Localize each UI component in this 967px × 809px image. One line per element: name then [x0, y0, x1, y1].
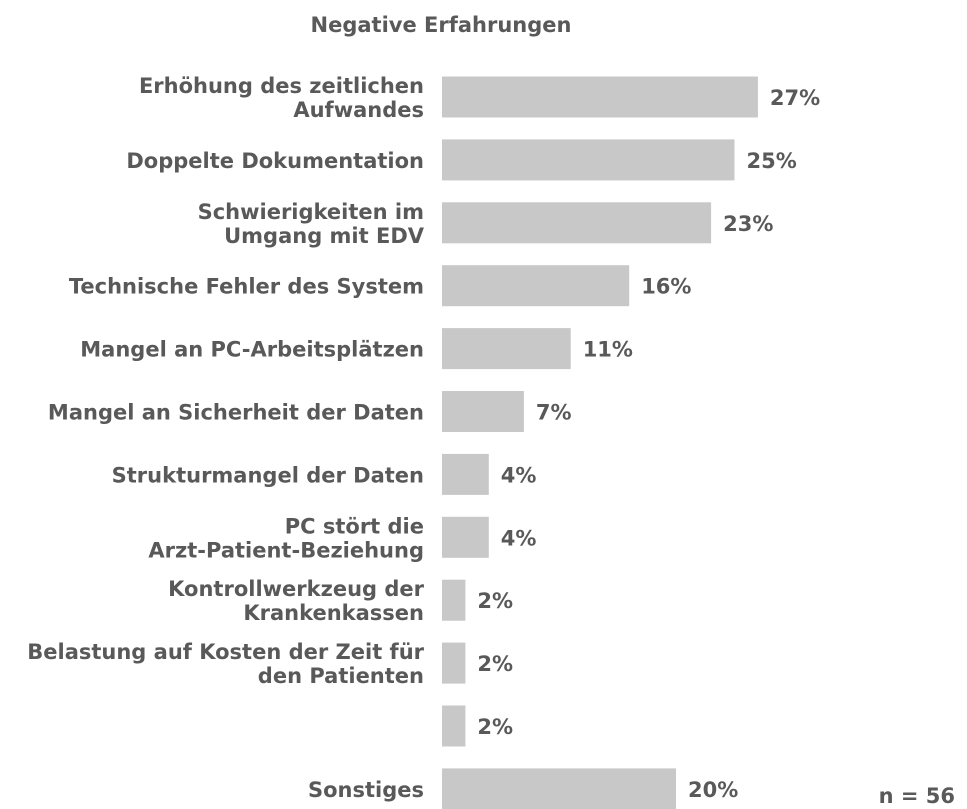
bar [442, 202, 712, 244]
value-label: 7% [536, 401, 572, 425]
value-label: 2% [477, 652, 513, 676]
bar [442, 579, 466, 621]
bar [442, 453, 489, 495]
value-label: 4% [501, 526, 537, 550]
category-label: Strukturmangel der Daten [112, 463, 424, 487]
annotation: n = 56 [879, 784, 955, 808]
value-label: 27% [770, 86, 820, 110]
bar [442, 705, 466, 747]
value-label: 2% [477, 589, 513, 613]
category-label: Technische Fehler des System [69, 275, 424, 299]
bar [442, 265, 630, 307]
bar [442, 328, 571, 370]
value-label: 16% [641, 275, 691, 299]
value-label: 2% [477, 715, 513, 739]
bar [442, 139, 735, 181]
chart-title: Negative Erfahrungen [311, 13, 572, 37]
category-label: Schwierigkeiten im Umgang mit EDV [198, 200, 425, 248]
category-label: Doppelte Dokumentation [126, 149, 424, 173]
value-label: 23% [723, 212, 773, 236]
category-label: Erhöhung des zeitlichen Aufwandes [139, 74, 424, 122]
value-label: 20% [688, 778, 738, 802]
category-label: Belastung auf Kosten der Zeit für den Pat… [27, 640, 424, 688]
bar [442, 76, 758, 118]
category-label: PC stört die Arzt-Patient-Beziehung [148, 514, 424, 562]
bar [442, 768, 676, 809]
value-label: 4% [501, 463, 537, 487]
category-label: Mangel an Sicherheit der Daten [48, 401, 424, 425]
bar [442, 391, 524, 432]
value-label: 11% [583, 338, 633, 362]
value-label: 25% [747, 149, 797, 173]
category-label: Sonstiges [308, 778, 424, 802]
category-label: Kontrollwerkzeug der Krankenkassen [168, 577, 424, 625]
bar [442, 642, 466, 684]
bar [442, 516, 489, 558]
category-label: Mangel an PC-Arbeitsplätzen [80, 338, 424, 362]
